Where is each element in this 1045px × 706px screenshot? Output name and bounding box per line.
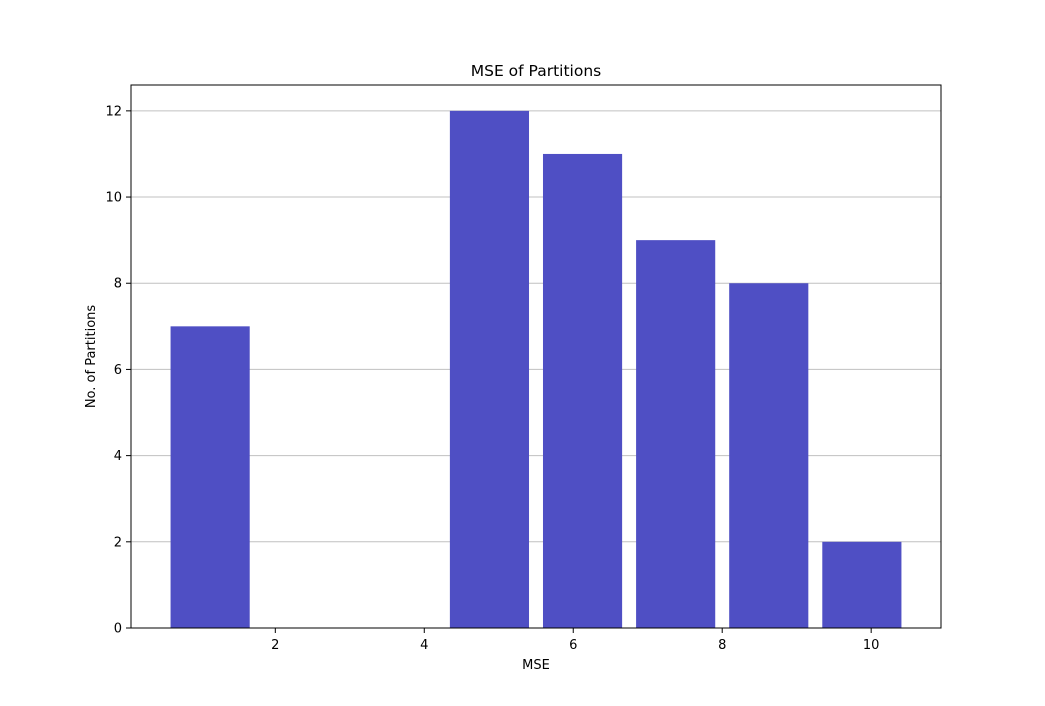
x-tick-label-0: 2 (271, 638, 279, 653)
bar-4 (542, 153, 623, 628)
chart-title: MSE of Partitions (471, 62, 601, 80)
y-axis-ticks: 0 2 4 6 8 10 12 (105, 104, 131, 637)
y-tick-label-5: 10 (105, 191, 122, 206)
bar-6 (729, 283, 809, 628)
y-axis-label: No. of Partitions (84, 305, 99, 409)
x-tick-label-3: 8 (718, 638, 726, 653)
x-axis-label: MSE (522, 658, 550, 673)
x-tick-label-1: 4 (420, 638, 428, 653)
x-axis-ticks: 2 4 6 8 10 (271, 628, 879, 653)
bar-7 (822, 541, 902, 628)
y-tick-label-3: 6 (114, 363, 122, 378)
bar-5 (636, 240, 716, 628)
plot-frame (130, 84, 942, 629)
y-tick-label-2: 4 (114, 449, 122, 464)
y-tick-label-1: 2 (114, 535, 122, 550)
bar-3 (449, 110, 530, 629)
y-tick-label-4: 8 (114, 277, 122, 292)
y-tick-label-0: 0 (114, 622, 122, 637)
x-tick-label-2: 6 (569, 638, 577, 653)
x-tick-label-4: 10 (863, 638, 880, 653)
bars (170, 110, 902, 629)
y-tick-label-6: 12 (105, 104, 122, 119)
bar-0 (170, 326, 250, 628)
gridlines (131, 110, 941, 543)
